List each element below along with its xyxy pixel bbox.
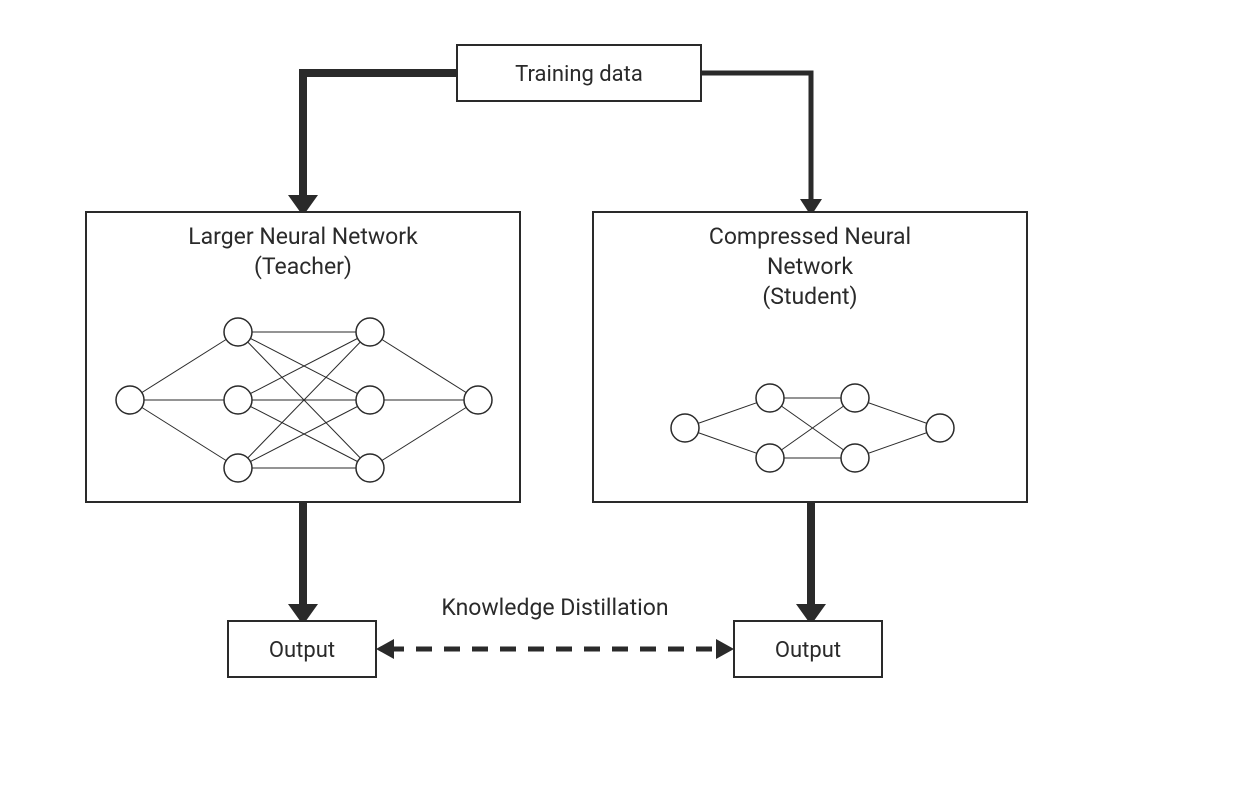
teacher-title-line2: (Teacher): [254, 253, 352, 280]
kd-arrowhead-left: [376, 639, 394, 659]
knowledge-distillation-diagram: Training data Larger Neural Network (Tea…: [0, 0, 1234, 804]
teacher-title-line1: Larger Neural Network: [188, 223, 418, 250]
arrow-training-to-teacher: [303, 73, 457, 200]
training-data-label: Training data: [515, 62, 643, 87]
teacher-output-label: Output: [269, 638, 335, 663]
student-title-line3: (Student): [762, 283, 857, 310]
student-title-line2: Network: [767, 253, 853, 280]
student-title-line1: Compressed Neural: [709, 223, 911, 250]
knowledge-distillation-label: Knowledge Distillation: [441, 594, 668, 621]
student-output-label: Output: [775, 638, 841, 663]
arrow-training-to-student: [701, 73, 811, 200]
kd-arrowhead-right: [716, 639, 734, 659]
